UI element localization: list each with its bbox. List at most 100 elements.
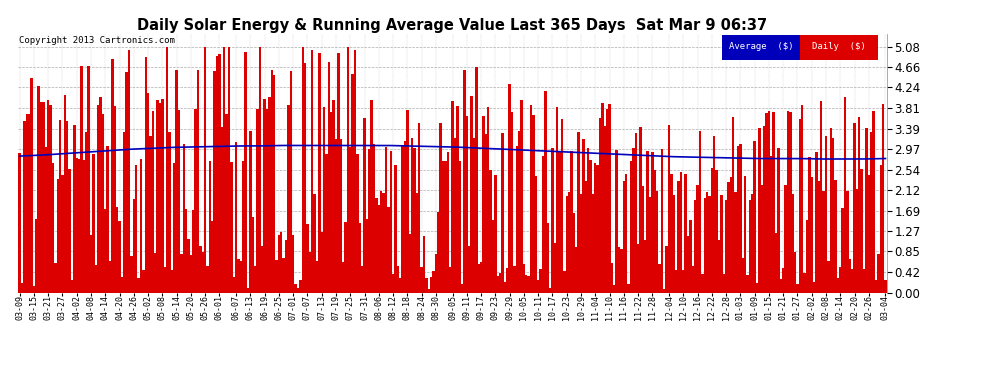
Bar [433, 271, 435, 292]
Bar [794, 252, 796, 292]
Bar [418, 123, 421, 292]
Bar [151, 111, 154, 292]
Bar [589, 160, 592, 292]
Bar [801, 105, 804, 292]
Bar [216, 56, 218, 292]
Bar [601, 103, 604, 292]
Bar [40, 102, 43, 292]
Bar [33, 286, 35, 292]
Text: Copyright 2013 Cartronics.com: Copyright 2013 Cartronics.com [20, 36, 175, 45]
Bar [438, 212, 440, 292]
Bar [233, 276, 235, 292]
Bar [365, 219, 368, 292]
Bar [328, 62, 330, 292]
Bar [568, 192, 570, 292]
Bar [473, 138, 475, 292]
Bar [867, 175, 870, 292]
Bar [677, 181, 680, 292]
Bar [28, 114, 31, 292]
Bar [489, 170, 492, 292]
Bar [423, 236, 425, 292]
Bar [161, 99, 163, 292]
Bar [675, 270, 677, 292]
Bar [575, 246, 577, 292]
Bar [533, 114, 535, 292]
Bar [121, 276, 123, 292]
Bar [119, 221, 121, 292]
Bar [214, 71, 216, 292]
Bar [275, 260, 278, 292]
Bar [102, 114, 104, 292]
Bar [853, 123, 855, 292]
Bar [442, 161, 445, 292]
Bar [351, 74, 353, 292]
Bar [716, 170, 718, 292]
Bar [197, 70, 199, 292]
Bar [280, 231, 282, 292]
Bar [855, 189, 858, 292]
Bar [51, 164, 54, 292]
Bar [330, 112, 333, 292]
Bar [382, 193, 385, 292]
Bar [713, 136, 716, 292]
Bar [730, 177, 732, 292]
Bar [796, 284, 799, 292]
Bar [140, 159, 143, 292]
Bar [830, 128, 832, 292]
Bar [131, 256, 133, 292]
Bar [92, 154, 95, 292]
Bar [266, 109, 268, 292]
Bar [353, 50, 356, 292]
Bar [572, 213, 575, 292]
Bar [270, 70, 273, 292]
Bar [694, 200, 696, 292]
Bar [640, 127, 642, 292]
Bar [318, 53, 321, 292]
Bar [784, 184, 787, 292]
Bar [696, 184, 699, 292]
Bar [242, 161, 245, 292]
Bar [513, 266, 516, 292]
Bar [23, 121, 26, 292]
Bar [879, 165, 882, 292]
Bar [282, 258, 285, 292]
Bar [256, 109, 258, 292]
Bar [163, 267, 166, 292]
Bar [594, 163, 596, 292]
Bar [832, 138, 835, 292]
Bar [480, 262, 482, 292]
Bar [523, 264, 525, 292]
Bar [26, 114, 28, 292]
Bar [199, 246, 202, 292]
Bar [377, 205, 380, 292]
Bar [884, 280, 887, 292]
Bar [385, 147, 387, 292]
FancyBboxPatch shape [722, 35, 800, 60]
Bar [540, 269, 542, 292]
Bar [430, 277, 433, 292]
Bar [758, 128, 760, 292]
Bar [182, 144, 185, 292]
Bar [292, 235, 294, 292]
Bar [735, 192, 737, 292]
Bar [185, 209, 187, 292]
Bar [535, 176, 537, 292]
Text: Average  ($): Average ($) [729, 42, 793, 51]
Bar [648, 197, 651, 292]
Bar [435, 254, 438, 292]
Bar [166, 47, 168, 292]
Bar [548, 288, 551, 292]
Bar [746, 275, 748, 292]
Bar [630, 161, 633, 292]
Bar [835, 180, 837, 292]
Bar [521, 99, 523, 292]
Bar [340, 139, 342, 292]
Bar [782, 268, 784, 292]
Bar [706, 192, 708, 292]
Bar [147, 93, 149, 292]
Bar [413, 148, 416, 292]
Bar [518, 131, 521, 292]
Bar [311, 50, 314, 292]
Bar [158, 104, 161, 292]
Bar [487, 107, 489, 292]
